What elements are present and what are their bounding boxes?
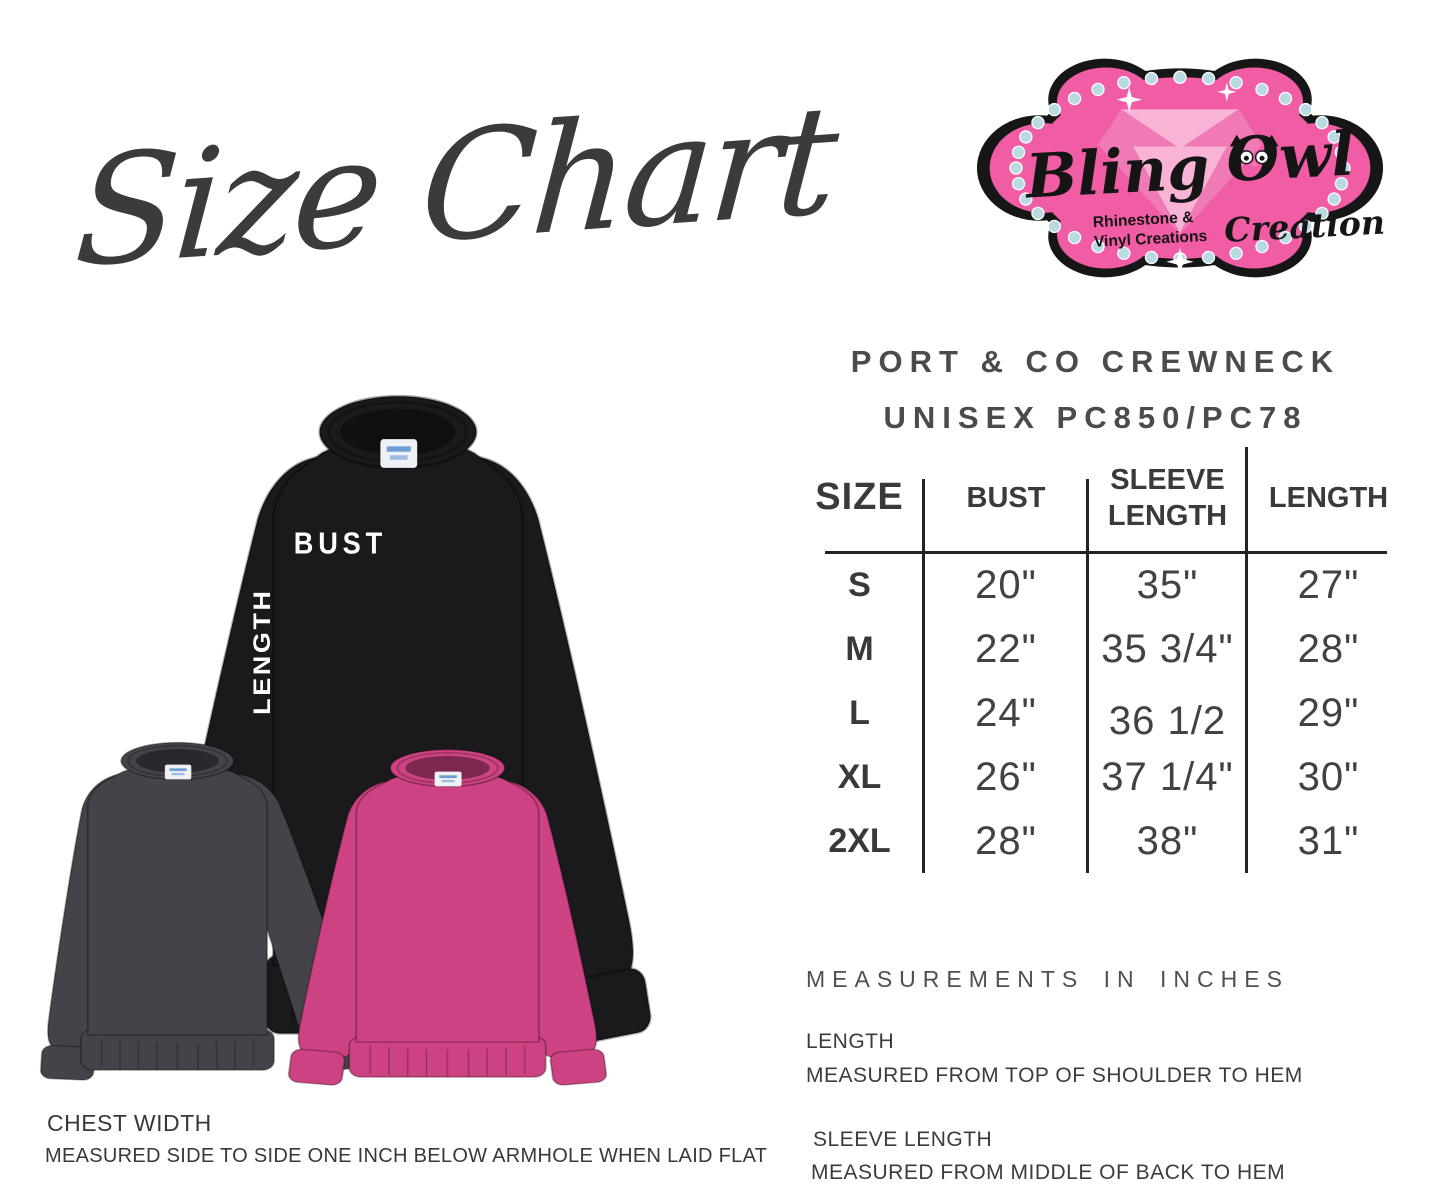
column-header-bust: BUST — [966, 481, 1046, 514]
product-title-line2: UNISEX PC850/PC78 — [883, 400, 1308, 435]
sleeve-definition-desc: MEASURED FROM MIDDLE OF BACK TO HEM — [811, 1161, 1286, 1184]
page-title-script: Size Chart — [70, 72, 844, 302]
column-header-length: LENGTH — [1268, 481, 1389, 514]
table-cell-length: 30" — [1297, 754, 1360, 799]
column-header-size: SIZE — [815, 476, 904, 519]
size-table: SIZE BUST SLEEVE LENGTH LENGTH S 20" 35"… — [795, 443, 1410, 875]
table-cell-length: 28" — [1297, 626, 1360, 671]
column-header-sleeve: SLEEVE LENGTH — [1107, 463, 1228, 532]
units-note: MEASUREMENTS IN INCHES — [806, 966, 1289, 992]
brand-logo: Bling Owl Creations Rhinestone & Vinyl C… — [976, 58, 1385, 278]
table-cell-sleeve: 35 3/4" — [1101, 626, 1234, 671]
table-divider — [1245, 447, 1248, 873]
table-cell-sleeve: 37 1/4" — [1101, 754, 1234, 799]
length-definition-desc: MEASURED FROM TOP OF SHOULDER TO HEM — [806, 1064, 1303, 1087]
sweatshirt-mockups: BUST LENGTH — [39, 394, 655, 1089]
table-cell-size: 2XL — [828, 821, 891, 860]
table-cell-size: M — [845, 629, 874, 668]
bust-label: BUST — [294, 527, 387, 561]
owl-icon — [1229, 134, 1279, 167]
table-cell-bust: 20" — [975, 562, 1037, 607]
page-title: Size Chart — [70, 72, 844, 302]
sparkle-icon — [1116, 82, 1237, 276]
table-cell-length: 29" — [1297, 690, 1360, 735]
table-cell-bust: 22" — [975, 626, 1037, 671]
table-cell-sleeve: 36 1/2 — [1108, 698, 1227, 743]
logo-tagline-line2: Vinyl Creations — [1094, 228, 1208, 251]
chest-width-label: CHEST WIDTH — [47, 1110, 212, 1136]
table-cell-bust: 24" — [975, 690, 1037, 735]
table-cell-bust: 26" — [975, 754, 1037, 799]
sleeve-definition-label: SLEEVE LENGTH — [813, 1128, 993, 1151]
sweatshirt-black: BUST LENGTH — [141, 394, 655, 1052]
table-cell-bust: 28" — [975, 818, 1037, 863]
table-cell-size: L — [849, 693, 870, 732]
table-cell-size: XL — [837, 757, 882, 796]
product-title-line1: PORT & CO CREWNECK — [850, 344, 1341, 379]
product-title: PORT & CO CREWNECK UNISEX PC850/PC78 — [788, 334, 1403, 446]
table-cell-sleeve: 35" — [1136, 562, 1199, 607]
table-cell-length: 31" — [1297, 818, 1360, 863]
table-header-rule — [825, 551, 1387, 554]
diamond-icon — [1098, 109, 1262, 235]
length-definition-label: LENGTH — [806, 1030, 895, 1053]
table-cell-sleeve: 38" — [1136, 818, 1199, 863]
table-divider — [922, 479, 925, 873]
chest-width-desc: MEASURED SIDE TO SIDE ONE INCH BELOW ARM… — [45, 1145, 768, 1167]
table-cell-size: S — [848, 565, 871, 604]
logo-tagline-line1: Rhinestone & — [1092, 209, 1193, 231]
table-divider — [1086, 479, 1089, 873]
brand-word-creations: Creations — [1223, 202, 1385, 250]
table-cell-length: 27" — [1297, 562, 1360, 607]
length-label: LENGTH — [249, 588, 275, 714]
brand-word-bling: Bling — [1022, 132, 1211, 213]
